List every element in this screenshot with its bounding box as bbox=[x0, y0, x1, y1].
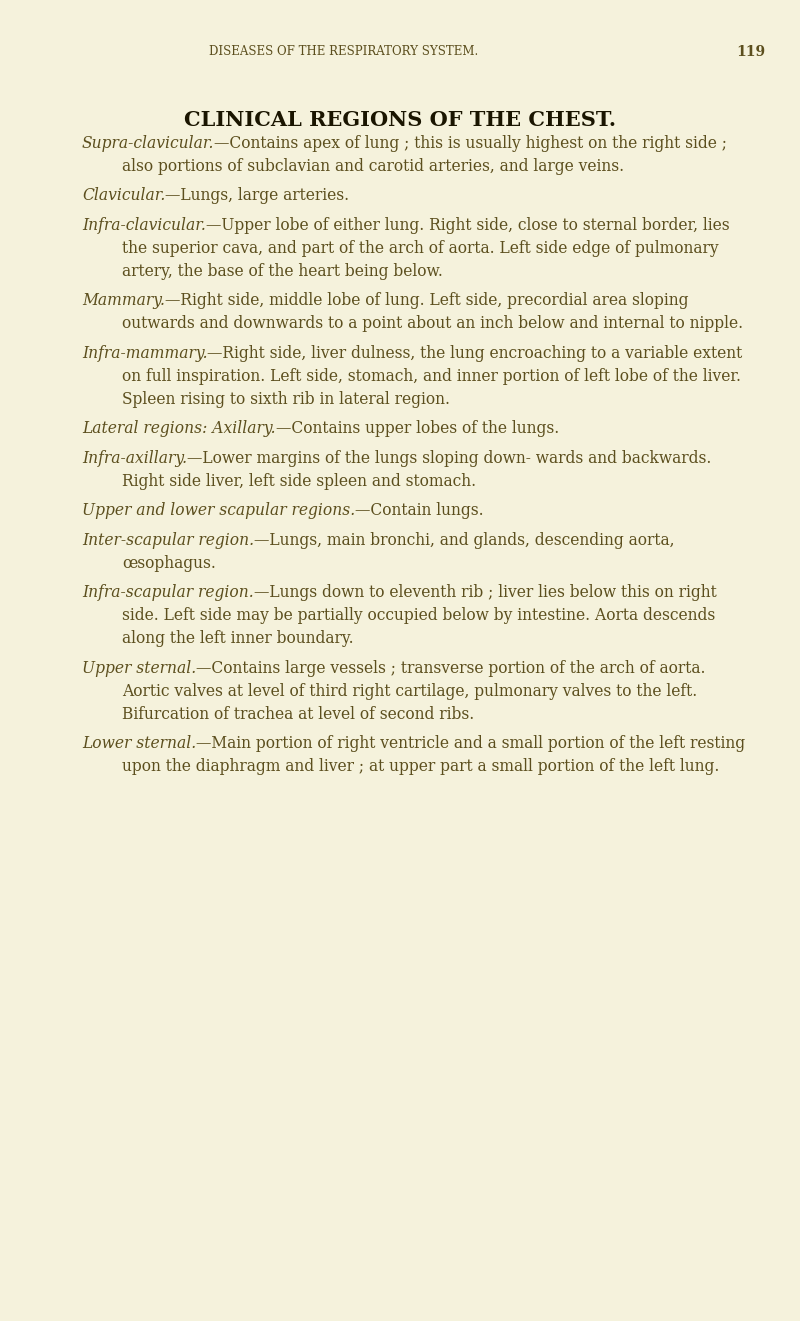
Text: Lateral regions: Axillary.: Lateral regions: Axillary. bbox=[82, 420, 275, 437]
Text: outwards and downwards to a point about an inch below and internal to nipple.: outwards and downwards to a point about … bbox=[122, 316, 743, 333]
Text: CLINICAL REGIONS OF THE CHEST.: CLINICAL REGIONS OF THE CHEST. bbox=[184, 110, 616, 129]
Text: Upper and lower scapular regions.: Upper and lower scapular regions. bbox=[82, 502, 355, 519]
Text: DISEASES OF THE RESPIRATORY SYSTEM.: DISEASES OF THE RESPIRATORY SYSTEM. bbox=[210, 45, 478, 58]
Text: Right side liver, left side spleen and stomach.: Right side liver, left side spleen and s… bbox=[122, 473, 476, 490]
Text: Aortic valves at level of third right cartilage, pulmonary valves to the left.: Aortic valves at level of third right ca… bbox=[122, 683, 698, 700]
Text: artery, the base of the heart being below.: artery, the base of the heart being belo… bbox=[122, 263, 443, 280]
Text: —Lungs, main bronchi, and glands, descending aorta,: —Lungs, main bronchi, and glands, descen… bbox=[254, 532, 674, 550]
Text: Lower sternal.: Lower sternal. bbox=[82, 736, 196, 753]
Text: the superior cava, and part of the arch of aorta. Left side edge of pulmonary: the superior cava, and part of the arch … bbox=[122, 240, 718, 258]
Text: —Lungs down to eleventh rib ; liver lies below this on right: —Lungs down to eleventh rib ; liver lies… bbox=[254, 584, 716, 601]
Text: upon the diaphragm and liver ; at upper part a small portion of the left lung.: upon the diaphragm and liver ; at upper … bbox=[122, 758, 719, 775]
Text: Supra-clavicular.: Supra-clavicular. bbox=[82, 135, 214, 152]
Text: —Contain lungs.: —Contain lungs. bbox=[355, 502, 484, 519]
Text: on full inspiration. Left side, stomach, and inner portion of left lobe of the l: on full inspiration. Left side, stomach,… bbox=[122, 369, 741, 384]
Text: 119: 119 bbox=[736, 45, 765, 59]
Text: Infra-axillary.: Infra-axillary. bbox=[82, 450, 187, 466]
Text: œsophagus.: œsophagus. bbox=[122, 555, 216, 572]
Text: Mammary.: Mammary. bbox=[82, 292, 165, 309]
Text: Clavicular.: Clavicular. bbox=[82, 188, 166, 205]
Text: Upper sternal.: Upper sternal. bbox=[82, 660, 196, 676]
Text: —Upper lobe of either lung. Right side, close to sternal border, lies: —Upper lobe of either lung. Right side, … bbox=[206, 217, 730, 234]
Text: —Contains large vessels ; transverse portion of the arch of aorta.: —Contains large vessels ; transverse por… bbox=[196, 660, 706, 676]
Text: —Lower margins of the lungs sloping down- wards and backwards.: —Lower margins of the lungs sloping down… bbox=[187, 450, 711, 466]
Text: side. Left side may be partially occupied below by intestine. Aorta descends: side. Left side may be partially occupie… bbox=[122, 608, 715, 625]
Text: Infra-clavicular.: Infra-clavicular. bbox=[82, 217, 206, 234]
Text: —Lungs, large arteries.: —Lungs, large arteries. bbox=[166, 188, 350, 205]
Text: —Contains apex of lung ; this is usually highest on the right side ;: —Contains apex of lung ; this is usually… bbox=[214, 135, 727, 152]
Text: Infra-mammary.: Infra-mammary. bbox=[82, 345, 207, 362]
Text: Infra-scapular region.: Infra-scapular region. bbox=[82, 584, 254, 601]
Text: Bifurcation of trachea at level of second ribs.: Bifurcation of trachea at level of secon… bbox=[122, 705, 474, 723]
Text: —Right side, middle lobe of lung. Left side, precordial area sloping: —Right side, middle lobe of lung. Left s… bbox=[165, 292, 688, 309]
Text: —Main portion of right ventricle and a small portion of the left resting: —Main portion of right ventricle and a s… bbox=[196, 736, 746, 753]
Text: Spleen rising to sixth rib in lateral region.: Spleen rising to sixth rib in lateral re… bbox=[122, 391, 450, 408]
Text: —Right side, liver dulness, the lung encroaching to a variable extent: —Right side, liver dulness, the lung enc… bbox=[207, 345, 742, 362]
Text: also portions of subclavian and carotid arteries, and large veins.: also portions of subclavian and carotid … bbox=[122, 159, 624, 174]
Text: along the left inner boundary.: along the left inner boundary. bbox=[122, 630, 354, 647]
Text: —Contains upper lobes of the lungs.: —Contains upper lobes of the lungs. bbox=[275, 420, 558, 437]
Text: Inter-scapular region.: Inter-scapular region. bbox=[82, 532, 254, 550]
